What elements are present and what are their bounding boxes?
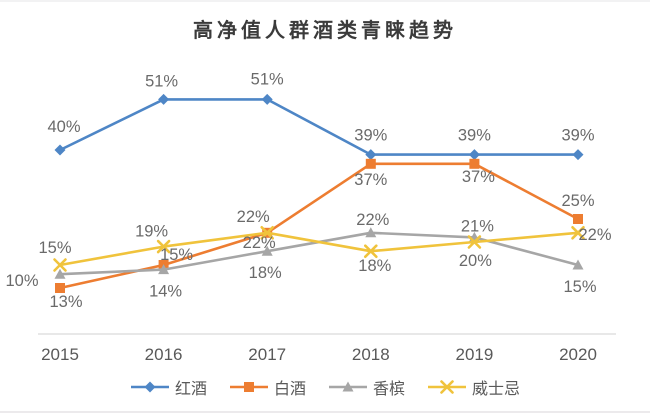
legend-item-whisky: 威士忌 (427, 375, 520, 399)
data-point-baijiu-2020 (573, 214, 583, 224)
series-line-red-wine (59, 98, 578, 156)
data-label-baijiu-2020: 25% (561, 192, 594, 210)
x-axis-label: 2017 (248, 345, 286, 364)
legend-glyph-baijiu (243, 382, 254, 392)
data-label-champagne-2017: 18% (249, 264, 282, 282)
data-label-red-wine-2016: 51% (145, 72, 178, 90)
data-point-whisky-2017 (260, 226, 274, 240)
data-point-whisky-2016 (156, 239, 171, 254)
legend-item-red-wine: 红酒 (130, 375, 207, 399)
legend-label: 白酒 (273, 381, 306, 398)
data-point-champagne-2015 (54, 268, 66, 279)
data-point-baijiu-2018 (365, 158, 376, 169)
legend-label: 红酒 (174, 381, 207, 398)
legend-glyph-red-wine (144, 381, 156, 393)
x-axis-label: 2015 (41, 345, 79, 364)
data-label-whisky-2019: 20% (459, 252, 492, 270)
data-label-baijiu-2017: 22% (237, 208, 270, 226)
series-line-baijiu (59, 162, 579, 290)
data-point-red-wine-2017 (261, 93, 273, 105)
data-point-red-wine-2015 (54, 144, 66, 156)
data-point-champagne-2016 (158, 264, 170, 275)
data-label-whisky-2016: 19% (135, 223, 168, 241)
legend-item-baijiu: 白酒 (229, 375, 306, 399)
series-line-whisky (59, 231, 579, 267)
x-axis-label: 2016 (145, 345, 183, 364)
x-axis-label: 2020 (559, 345, 597, 364)
data-point-whisky-2019 (467, 235, 482, 249)
data-label-champagne-2019: 21% (461, 217, 494, 235)
data-label-champagne-2015: 13% (49, 293, 82, 311)
data-label-baijiu-2019: 37% (462, 168, 495, 186)
data-label-champagne-2016: 14% (149, 283, 182, 301)
data-label-red-wine-2019: 39% (458, 127, 491, 145)
data-label-red-wine-2018: 39% (354, 127, 387, 145)
chart-title: 高净值人群酒类青睐趋势 (193, 20, 457, 42)
data-label-champagne-2020: 15% (563, 278, 596, 296)
data-label-red-wine-2020: 39% (561, 127, 594, 145)
chart-legend: 红酒 白酒 香槟 威士忌 (0, 375, 650, 399)
data-point-champagne-2017 (261, 245, 273, 256)
legend-label: 威士忌 (472, 381, 521, 398)
data-label-whisky-2015: 15% (38, 239, 71, 257)
data-label-whisky-2017: 22% (243, 234, 276, 252)
legend-glyph-whisky (440, 380, 454, 394)
data-point-red-wine-2018 (365, 149, 377, 161)
legend-marker-baijiu-icon (229, 382, 268, 392)
legend-glyph-champagne (342, 381, 354, 392)
data-point-whisky-2018 (364, 244, 378, 258)
data-point-whisky-2015 (53, 258, 67, 272)
legend-marker-whisky-icon (428, 380, 467, 394)
data-point-champagne-2018 (365, 227, 377, 238)
data-label-red-wine-2015: 40% (47, 118, 80, 136)
x-axis-label: 2018 (352, 345, 390, 364)
data-point-red-wine-2020 (572, 149, 584, 161)
data-label-whisky-2018: 18% (358, 257, 391, 275)
legend-marker-champagne-icon (329, 381, 367, 392)
data-point-red-wine-2019 (468, 149, 480, 161)
data-label-baijiu-2016: 15% (160, 246, 193, 264)
x-axis-label: 2019 (455, 345, 493, 364)
data-label-baijiu-2018: 37% (354, 171, 387, 189)
data-point-baijiu-2019 (469, 158, 480, 169)
data-point-red-wine-2016 (158, 93, 170, 105)
legend-item-champagne: 香槟 (328, 375, 405, 399)
data-point-whisky-2020 (571, 226, 585, 240)
data-label-red-wine-2017: 51% (251, 70, 284, 88)
data-point-champagne-2020 (572, 259, 584, 270)
data-label-baijiu-2015: 10% (5, 272, 38, 290)
legend-label: 香槟 (373, 381, 406, 398)
data-label-whisky-2020: 22% (578, 226, 611, 244)
legend-marker-red-wine-icon (130, 381, 169, 393)
data-label-champagne-2018: 22% (356, 211, 389, 229)
data-point-baijiu-2015 (55, 283, 65, 293)
